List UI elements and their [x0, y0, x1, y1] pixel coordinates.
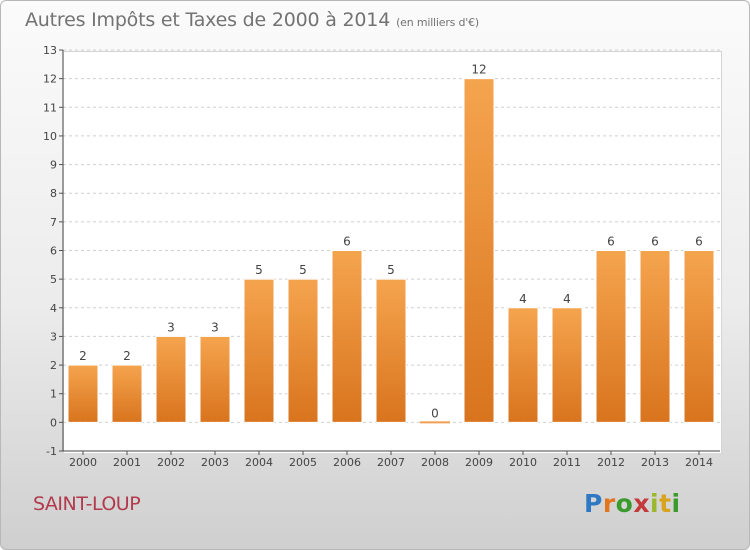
- x-tick-label: 2009: [465, 456, 493, 469]
- bar-2014: [683, 250, 715, 423]
- data-label: 5: [255, 263, 263, 277]
- x-tick-label: 2005: [289, 456, 317, 469]
- y-tick-label: 10: [43, 130, 57, 143]
- y-tick-label: 6: [50, 245, 57, 258]
- proxiti-logo: Proxiti: [584, 489, 681, 518]
- y-tick-label: 8: [50, 187, 57, 200]
- data-label: 2: [79, 349, 87, 363]
- bar-2011: [551, 307, 583, 423]
- data-label: 6: [651, 235, 659, 249]
- x-tick-label: 2012: [597, 456, 625, 469]
- bar-2008: [420, 421, 450, 424]
- bar-2007: [375, 278, 407, 423]
- y-tick-label: 2: [50, 359, 57, 372]
- data-label: 6: [607, 235, 615, 249]
- data-label: 2: [123, 349, 131, 363]
- bar-2003: [199, 335, 231, 423]
- data-label: 5: [299, 263, 307, 277]
- y-tick-label: 0: [50, 416, 57, 429]
- bar-2013: [639, 250, 671, 423]
- data-label: 6: [343, 235, 351, 249]
- y-tick-label: 9: [50, 159, 57, 172]
- x-tick-label: 2011: [553, 456, 581, 469]
- bar-2012: [595, 250, 627, 423]
- bar-2004: [243, 278, 275, 423]
- y-tick-label: 1: [50, 388, 57, 401]
- y-tick-label: 12: [43, 73, 57, 86]
- x-tick-label: 2000: [69, 456, 97, 469]
- bar-2002: [155, 335, 187, 423]
- chart-title-text: Autres Impôts et Taxes de 2000 à 2014: [25, 9, 391, 31]
- x-tick-label: 2014: [685, 456, 713, 469]
- data-label: 0: [431, 406, 439, 420]
- bar-2000: [67, 364, 99, 423]
- data-label: 6: [695, 235, 703, 249]
- bar-2006: [331, 250, 363, 423]
- data-label: 3: [211, 320, 219, 334]
- x-tick-label: 2003: [201, 456, 229, 469]
- y-tick-label: 5: [50, 273, 57, 286]
- x-tick-label: 2013: [641, 456, 669, 469]
- y-tick-label: 7: [50, 216, 57, 229]
- bar-2009: [463, 78, 495, 423]
- bar-2010: [507, 307, 539, 423]
- y-tick-label: 4: [50, 302, 57, 315]
- data-label: 5: [387, 263, 395, 277]
- y-tick-label: 13: [43, 44, 57, 57]
- x-tick-label: 2008: [421, 456, 449, 469]
- y-tick-label: -1: [46, 445, 57, 458]
- bar-2001: [111, 364, 143, 423]
- x-tick-label: 2007: [377, 456, 405, 469]
- chart-title: Autres Impôts et Taxes de 2000 à 2014 (en…: [25, 9, 479, 31]
- bar-2005: [287, 278, 319, 423]
- commune-name: SAINT-LOUP: [33, 493, 141, 515]
- data-label: 4: [519, 292, 527, 306]
- x-tick-label: 2010: [509, 456, 537, 469]
- x-tick-label: 2004: [245, 456, 273, 469]
- x-tick-label: 2001: [113, 456, 141, 469]
- x-tick-label: 2006: [333, 456, 361, 469]
- data-label: 3: [167, 320, 175, 334]
- x-tick-label: 2002: [157, 456, 185, 469]
- y-tick-label: 3: [50, 330, 57, 343]
- y-tick-label: 11: [43, 101, 57, 114]
- chart-unit: (en milliers d'€): [396, 16, 479, 29]
- data-label: 12: [471, 63, 486, 77]
- data-label: 4: [563, 292, 571, 306]
